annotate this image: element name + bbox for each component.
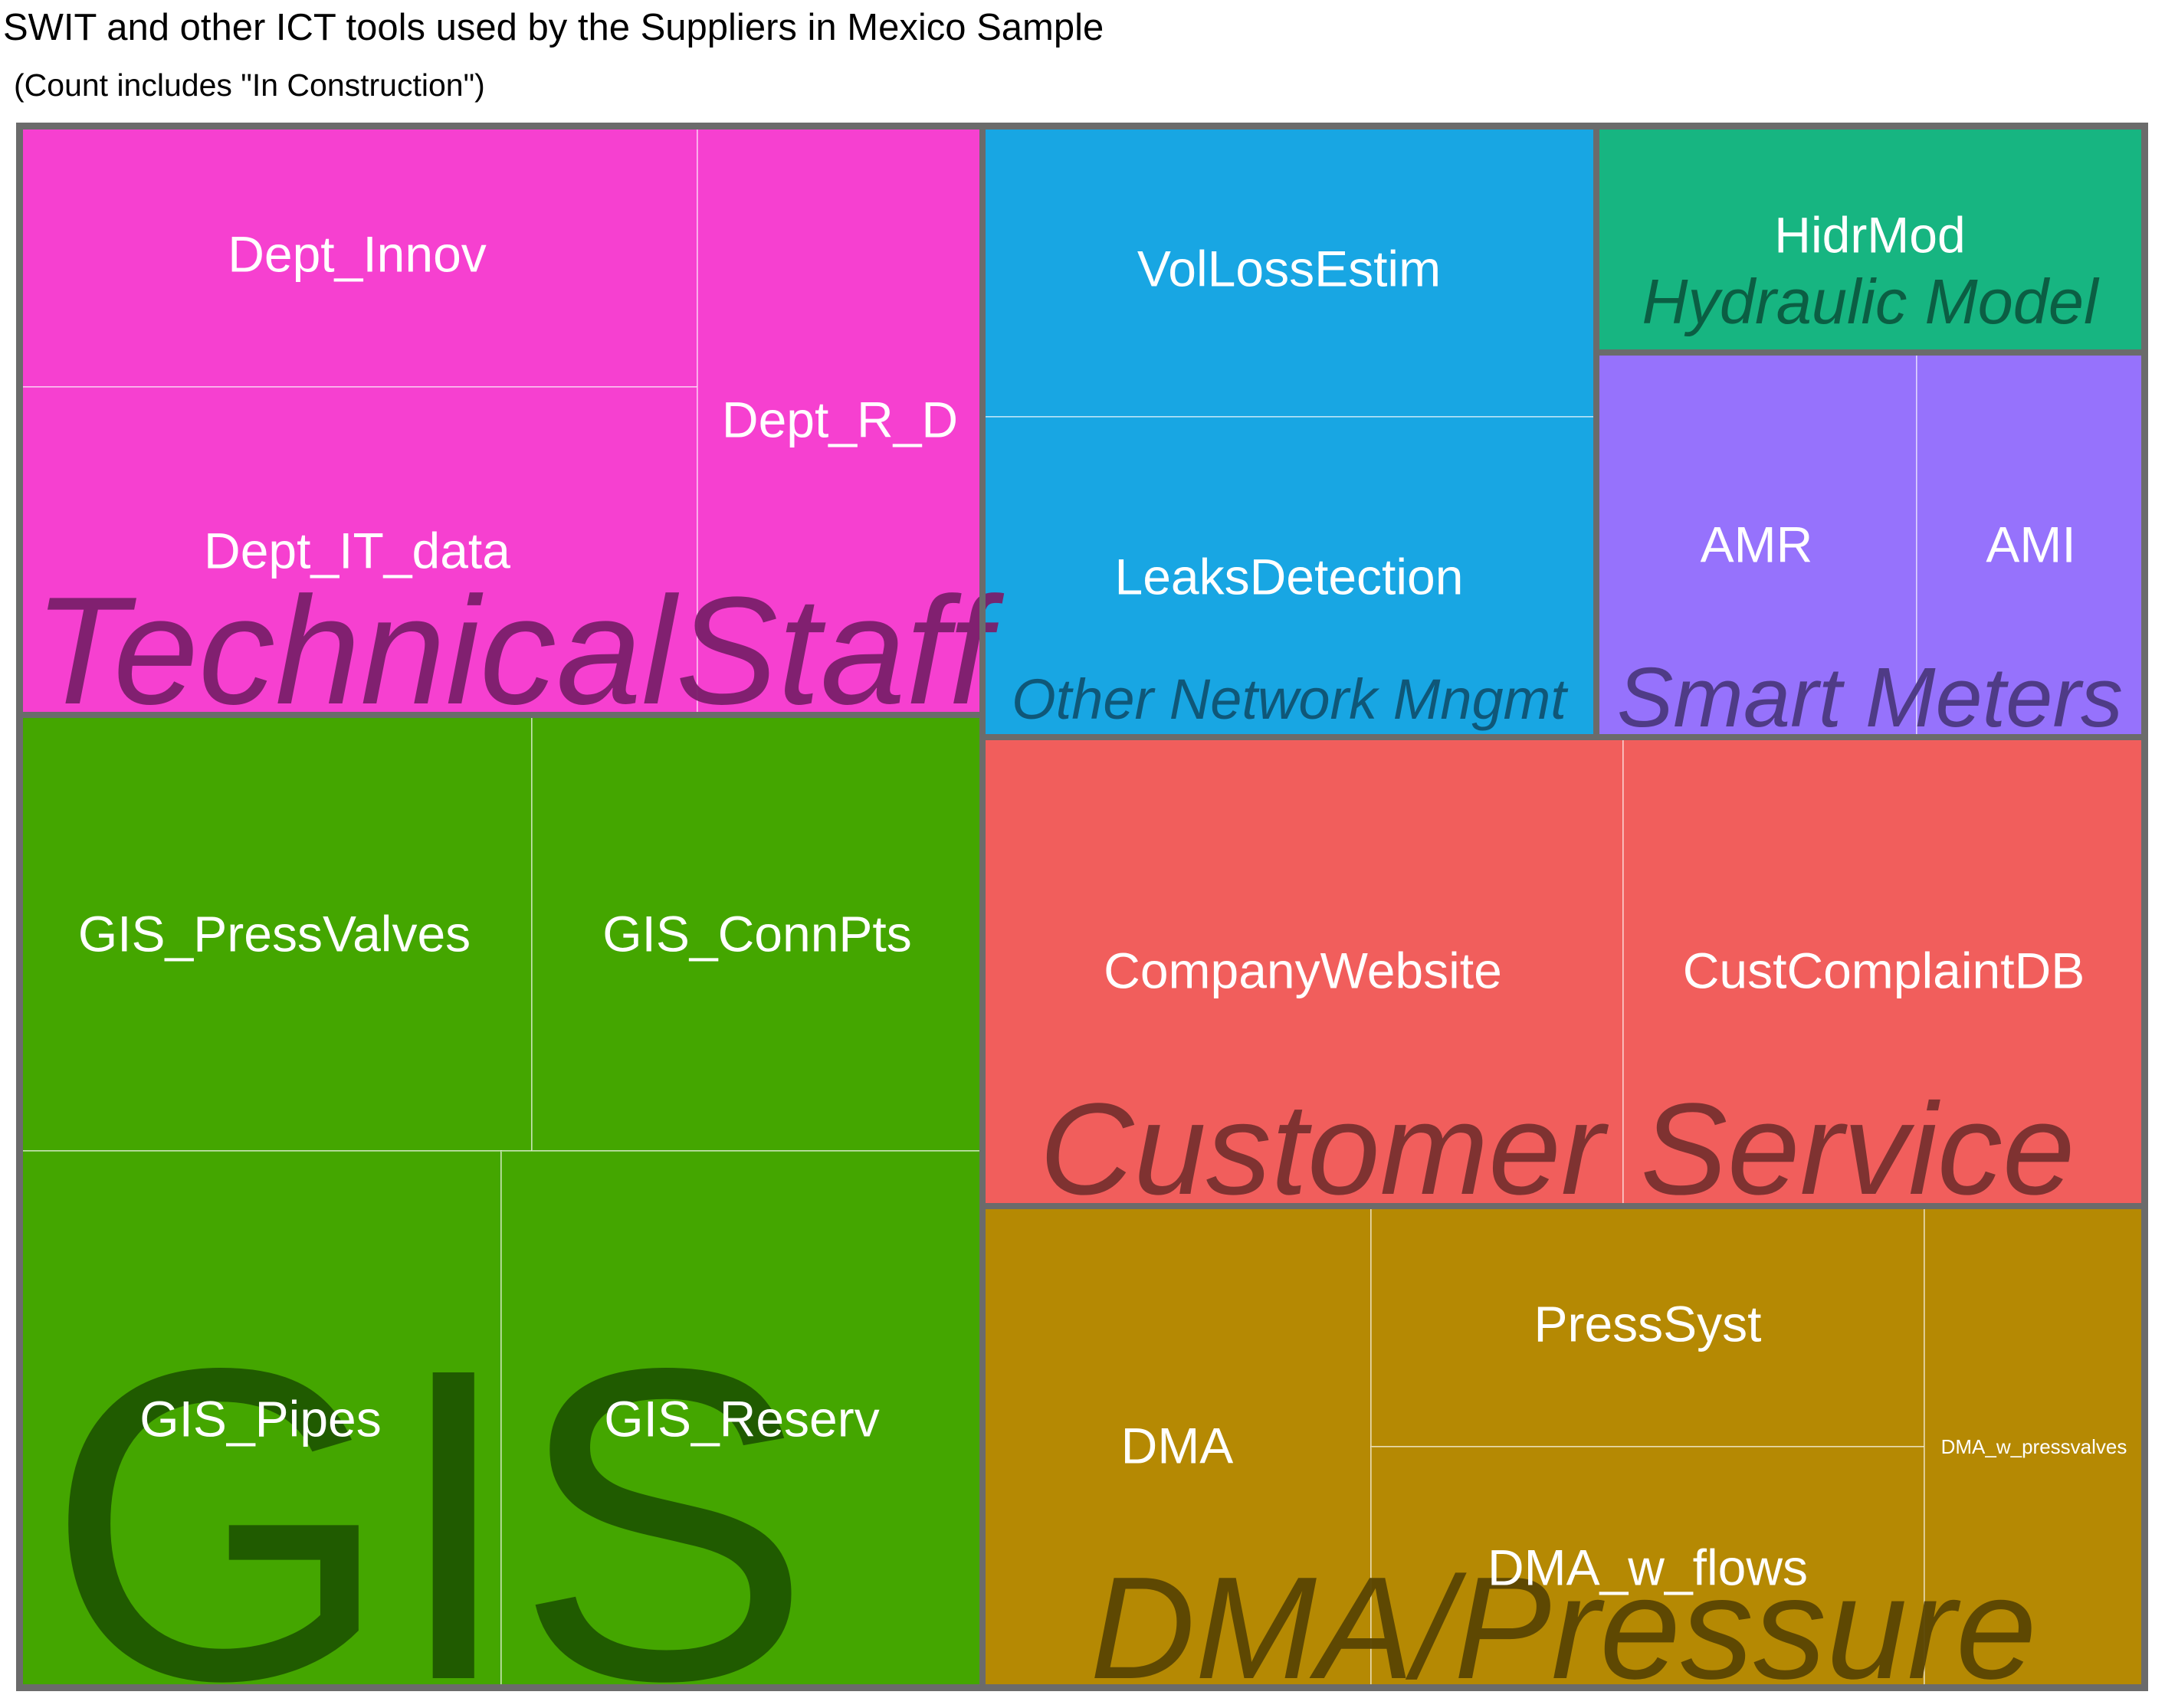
item-label-leaksdetection: LeaksDetection (1115, 548, 1464, 605)
tile-dept-it-data (19, 386, 698, 716)
item-label-presssyst: PressSyst (1534, 1295, 1761, 1352)
item-label-vollossestim: VolLossEstim (1137, 240, 1441, 297)
tile-dept-r-d (697, 126, 983, 716)
tile-amr (1596, 352, 1917, 738)
item-label-gis-reserv: GIS_Reserv (604, 1390, 879, 1447)
tile-gis-connpts (531, 714, 983, 1152)
group-label-gis: GIS (46, 1276, 812, 1708)
item-label-gis-connpts: GIS_ConnPts (602, 905, 912, 962)
chart-subtitle: (Count includes "In Construction") (14, 67, 485, 103)
treemap-frame (16, 123, 2148, 1691)
item-label-dept-innov: Dept_Innov (228, 225, 487, 282)
group-label-other-network-mngmt: Other Network Mngmt (1012, 667, 1569, 731)
item-label-ami: AMI (1986, 516, 2075, 572)
tile-dma-w-pressvalves (1924, 1205, 2145, 1688)
item-label-dma: DMA (1121, 1417, 1234, 1474)
chart-title: SWIT and other ICT tools used by the Sup… (3, 7, 1104, 48)
item-label-custcomplaintdb: CustComplaintDB (1683, 942, 2085, 998)
item-label-dma-w-pressvalves: DMA_w_pressvalves (1941, 1435, 2127, 1458)
tile-presssyst (1370, 1205, 1925, 1447)
tile-vollossestim (982, 126, 1597, 418)
item-label-hidrmod: HidrMod (1774, 206, 1965, 263)
item-label-dma-w-flows: DMA_w_flows (1488, 1539, 1808, 1595)
item-label-gis-pipes: GIS_Pipes (139, 1390, 382, 1447)
tile-dma-w-flows (1370, 1446, 1925, 1688)
tile-dma (982, 1205, 1372, 1688)
item-label-gis-pressvalves: GIS_PressValves (78, 905, 471, 962)
item-label-amr: AMR (1701, 516, 1813, 572)
tile-companywebsite (982, 736, 1624, 1207)
tile-gis-reserv (500, 1150, 983, 1688)
group-label-customer-service: Customer Service (1040, 1077, 2075, 1222)
group-label-technicalstaff: TechnicalStaff (34, 566, 1004, 736)
tile-custcomplaintdb (1622, 736, 2145, 1207)
item-label-companywebsite: CompanyWebsite (1104, 942, 1502, 998)
item-label-dept-r-d: Dept_R_D (722, 391, 958, 447)
item-label-dept-it-data: Dept_IT_data (204, 522, 510, 579)
tile-leaksdetection (982, 416, 1597, 738)
tile-gis-pressvalves (19, 714, 533, 1152)
group-label-smart-meters: Smart Meters (1617, 651, 2123, 745)
group-label-hydraulic-model: Hydraulic Model (1642, 266, 2100, 337)
tile-ami (1916, 352, 2145, 738)
group-label-dma-pressure: DMA/Pressure (1090, 1547, 2036, 1708)
